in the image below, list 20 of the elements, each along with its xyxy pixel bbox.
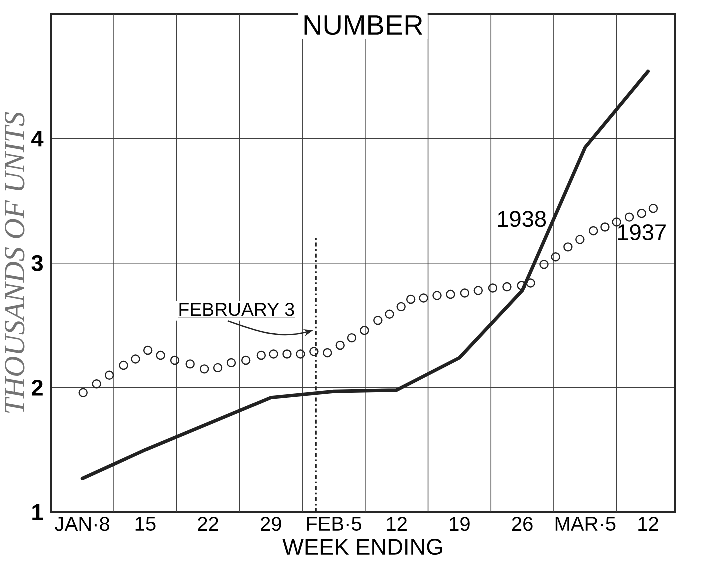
series-label: 1937: [618, 224, 666, 241]
y-tick-label: 3: [32, 255, 43, 272]
x-tick-label: 15: [136, 517, 156, 532]
x-axis-title: WEEK ENDING: [282, 539, 442, 556]
x-tick-label: 26: [512, 517, 533, 532]
y-tick-label: 4: [32, 131, 44, 147]
x-tick-label: JAN·8: [55, 517, 110, 532]
x-tick-label: 19: [450, 517, 470, 532]
x-tick-label: FEB·5: [307, 517, 362, 532]
series-label: 1938: [498, 211, 546, 228]
chart-title: NUMBER: [304, 16, 423, 36]
x-tick-label: 12: [638, 517, 658, 532]
y-tick-label: 2: [32, 380, 43, 396]
y-tick-label: 1: [32, 504, 44, 520]
x-tick-label: 29: [261, 517, 282, 532]
y-axis-title: THOUSANDS OF UNITS: [5, 112, 25, 413]
annotation: FEBRUARY 3: [180, 303, 294, 316]
x-tick-label: MAR·5: [556, 517, 616, 532]
x-tick-label: 12: [387, 517, 407, 532]
x-tick-label: 22: [198, 517, 218, 532]
